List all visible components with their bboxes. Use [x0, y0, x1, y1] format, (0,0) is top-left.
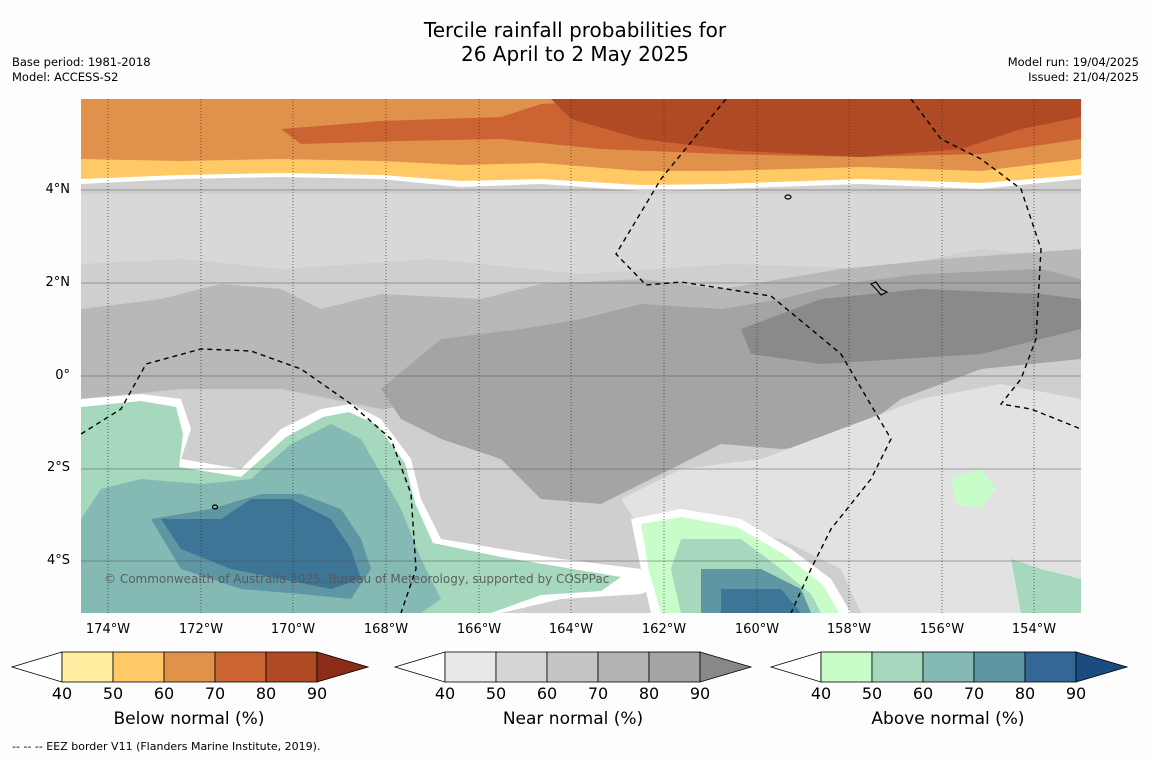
lat-label-2n: 2°N [45, 275, 71, 290]
meta-right: Model run: 19/04/2025 Issued: 21/04/2025 [1008, 55, 1139, 85]
cb-below-70 [214, 651, 267, 683]
cb-near-tick: 90 [689, 684, 711, 703]
above-normal-patch-se [1011, 559, 1081, 613]
eez-border [81, 99, 1081, 613]
eez-footnote: -- -- -- EEZ border V11 (Flanders Marine… [12, 740, 321, 753]
cb-near-arrow-right [699, 651, 753, 683]
lon-label-158w: 158°W [826, 622, 872, 637]
near-normal-50 [621, 384, 1081, 613]
cb-below-tick: 40 [51, 684, 73, 703]
cb-below-tick: 70 [204, 684, 226, 703]
cb-below-arrow-left [10, 651, 63, 683]
cb-below-tick: 90 [306, 684, 328, 703]
cb-above-label: Above normal (%) [871, 709, 1025, 729]
cb-above-tick: 60 [912, 684, 934, 703]
cb-near-tick: 80 [638, 684, 660, 703]
model-run: Model run: 19/04/2025 [1007, 55, 1139, 69]
colorbar-above [769, 651, 1129, 683]
cb-above-tick: 40 [810, 684, 832, 703]
above-normal-80-b [721, 589, 801, 613]
near-normal-90 [741, 289, 1081, 364]
cb-below-tick: 50 [102, 684, 124, 703]
cb-above-tick: 50 [861, 684, 883, 703]
colorbar-near [393, 651, 753, 683]
cb-near-tick: 50 [485, 684, 507, 703]
lon-label-162w: 162°W [641, 622, 687, 637]
cb-above-arrow-right [1075, 651, 1129, 683]
cb-above-60 [922, 651, 975, 683]
cb-above-80 [1024, 651, 1077, 683]
cb-near-40 [444, 651, 497, 683]
cb-below-label: Below normal (%) [113, 709, 265, 729]
islands [211, 194, 889, 510]
cb-below-arrow-right [316, 651, 370, 683]
lon-label-160w: 160°W [734, 622, 780, 637]
cb-near-tick: 40 [434, 684, 456, 703]
above-normal-patch-right [951, 469, 996, 509]
cb-above-40 [820, 651, 873, 683]
cb-above-tick: 90 [1065, 684, 1087, 703]
lat-label-4s: 4°S [46, 553, 70, 568]
cb-above-arrow-left [769, 651, 822, 683]
cb-above-tick: 80 [1014, 684, 1036, 703]
map-canvas [81, 99, 1081, 613]
lat-label-2s: 2°S [46, 460, 70, 475]
cb-below-80 [265, 651, 318, 683]
cb-below-40 [61, 651, 114, 683]
cb-above-50 [871, 651, 924, 683]
cb-above-tick: 70 [963, 684, 985, 703]
lon-label-170w: 170°W [270, 622, 316, 637]
meta-left: Base period: 1981-2018 Model: ACCESS-S2 [12, 55, 151, 85]
map-title: Tercile rainfall probabilities for 26 Ap… [0, 18, 1150, 66]
cb-near-tick: 70 [587, 684, 609, 703]
cb-near-label: Near normal (%) [502, 709, 644, 729]
colorbar-below [10, 651, 370, 683]
cb-below-tick: 60 [153, 684, 175, 703]
probability-map[interactable] [81, 99, 1081, 613]
title-line-1: Tercile rainfall probabilities for [423, 18, 727, 42]
cb-near-50 [495, 651, 548, 683]
cb-near-arrow-left [393, 651, 446, 683]
cb-below-tick: 80 [255, 684, 277, 703]
base-period: Base period: 1981-2018 [12, 55, 151, 69]
cb-near-60 [546, 651, 599, 683]
lat-label-0: 0° [55, 368, 70, 383]
cb-below-50 [112, 651, 165, 683]
lon-label-168w: 168°W [363, 622, 409, 637]
lon-label-154w: 154°W [1011, 622, 1057, 637]
issued-date: Issued: 21/04/2025 [1028, 70, 1139, 84]
cb-near-tick: 60 [536, 684, 558, 703]
lon-label-164w: 164°W [548, 622, 594, 637]
model-name: Model: ACCESS-S2 [12, 70, 119, 84]
cb-near-70 [597, 651, 650, 683]
near-normal-band [81, 194, 1081, 274]
lon-label-174w: 174°W [85, 622, 131, 637]
lat-label-4n: 4°N [45, 182, 71, 197]
lon-label-172w: 172°W [178, 622, 224, 637]
above-normal-80 [161, 499, 361, 589]
cb-above-70 [973, 651, 1026, 683]
lon-label-166w: 166°W [456, 622, 502, 637]
title-line-2: 26 April to 2 May 2025 [461, 42, 689, 66]
lon-label-156w: 156°W [919, 622, 965, 637]
graticule [81, 189, 1081, 562]
cb-below-60 [163, 651, 216, 683]
copyright-notice: © Commonwealth of Australia 2025, Bureau… [104, 572, 610, 586]
cb-near-80 [648, 651, 701, 683]
